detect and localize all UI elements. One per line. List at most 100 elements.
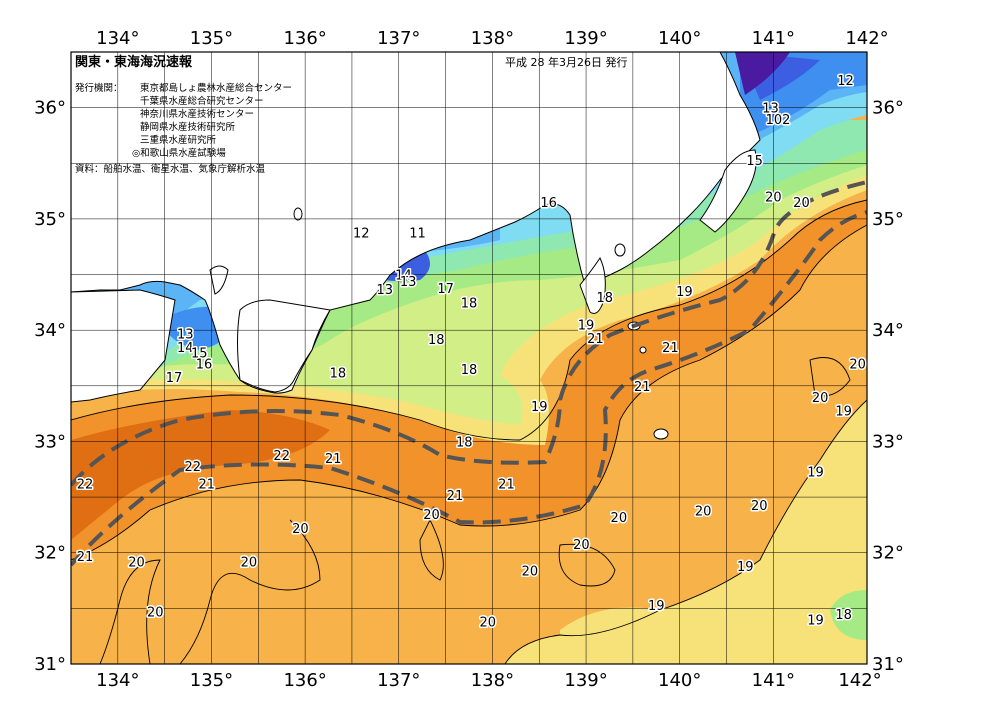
lon-label-top: 140° [658, 28, 701, 49]
lat-label-right: 36° [872, 98, 904, 119]
issuer-4: 静岡県水産技術研究所 [140, 121, 236, 133]
lat-label-right: 34° [872, 320, 904, 341]
contour-label: 21 [325, 452, 342, 467]
land-sado [614, 243, 626, 257]
lat-label-right: 31° [872, 654, 904, 675]
land-shikoku [71, 289, 176, 403]
sea-19c-se [560, 400, 867, 664]
lon-label-top: 142° [845, 28, 888, 49]
sea-22c [71, 410, 330, 540]
contour-label: 19 [737, 560, 754, 575]
issuer-label: 発行機関： [75, 82, 123, 94]
lat-label-left: 35° [34, 209, 66, 230]
contour-label: 21 [634, 380, 651, 395]
contour-label: 20 [128, 556, 145, 571]
map-title: 関東・東海海況速報 [75, 54, 193, 70]
issuer-5: 三重県水産研究所 [140, 134, 217, 146]
kuroshio-axis [71, 180, 867, 567]
contour-label: 20 [695, 504, 712, 519]
lat-label-left: 36° [34, 98, 66, 119]
contour-label: 20 [611, 511, 628, 526]
lat-label-right: 32° [872, 543, 904, 564]
data-source: 資料：船舶水温、衛星水温、気象庁解析水温 [75, 163, 266, 175]
issuer-2: 千葉県水産総合研究センター [140, 95, 264, 107]
land-boso [699, 149, 757, 233]
lon-labels-top: 134° 135° 136° 137° 138° 139° 140° 141° 142° [96, 28, 889, 49]
lat-label-left: 34° [34, 320, 66, 341]
sea-21c [71, 200, 867, 560]
lon-label-bottom: 137° [377, 670, 420, 691]
lon-label-bottom: 134° [96, 670, 139, 691]
land-miyake [639, 346, 647, 354]
contour-label: 15 [746, 154, 763, 169]
lat-label-left: 31° [34, 654, 66, 675]
contour-label: 22 [273, 449, 290, 464]
lon-label-top: 134° [96, 28, 139, 49]
contour-label: 21 [662, 341, 679, 356]
contour-label: 13 [177, 328, 194, 343]
contour-label: 13 [762, 102, 779, 117]
contour-label: 22 [77, 478, 94, 493]
lon-label-bottom: 140° [658, 670, 701, 691]
lon-label-bottom: 138° [471, 670, 514, 691]
lat-labels-right: 36° 35° 34° 33° 32° 31° [872, 98, 904, 675]
issuer-3: 神奈川県水産技術センター [140, 108, 254, 120]
contour-label: 19 [676, 285, 693, 300]
contour-label: 20 [573, 538, 590, 553]
contour-label: 20 [423, 508, 440, 523]
contour-label: 21 [199, 478, 216, 493]
lon-label-top: 138° [471, 28, 514, 49]
map-frame [70, 51, 868, 665]
graticule [71, 52, 867, 664]
lon-label-bottom: 141° [752, 670, 795, 691]
issuer-1: 東京都島しょ農林水産総合センター [140, 82, 292, 94]
contour-label: 17 [437, 282, 454, 297]
lon-label-top: 135° [190, 28, 233, 49]
contour-label: 18 [835, 608, 852, 623]
lon-label-bottom: 139° [564, 670, 607, 691]
contour-label: 14 [395, 269, 412, 284]
contour-label: 20 [147, 606, 164, 621]
sea-18c-se [830, 590, 867, 640]
land-izu [579, 256, 606, 314]
lon-label-top: 137° [377, 28, 420, 49]
issuer-6: ◎和歌山県水産試験場 [132, 147, 226, 159]
lat-labels-left: 36° 35° 34° 33° 32° 31° [34, 98, 66, 675]
lon-label-top: 136° [283, 28, 326, 49]
contour-label: 20 [765, 191, 782, 206]
contour-label: 12 [837, 74, 854, 89]
contour-label: 11 [409, 226, 426, 241]
contour-label: 14 [177, 341, 194, 356]
contour-label: 16 [540, 196, 557, 211]
contour-label: 21 [587, 332, 604, 347]
contour-label: 20 [751, 499, 768, 514]
lat-label-left: 33° [34, 431, 66, 452]
lon-label-bottom: 136° [283, 670, 326, 691]
contour-label: 18 [456, 435, 473, 450]
lon-label-top: 141° [752, 28, 795, 49]
contour-label: 20 [241, 556, 258, 571]
land-kii [237, 299, 331, 393]
contour-label: 18 [330, 366, 347, 381]
contour-label: 18 [461, 363, 478, 378]
contour-label: 18 [461, 296, 478, 311]
contour-label: 17 [166, 371, 183, 386]
contour-label: 19 [807, 465, 824, 480]
lon-label-top: 139° [564, 28, 607, 49]
contour-label: 102 [766, 113, 791, 128]
contour-label: 13 [400, 275, 417, 290]
contour-label: 21 [447, 489, 464, 504]
contour-label: 20 [793, 196, 810, 211]
lat-label-right: 35° [872, 209, 904, 230]
contour-label: 15 [191, 346, 208, 361]
contour-label: 19 [531, 400, 548, 415]
contour-label: 19 [648, 599, 665, 614]
lon-labels-bottom: 134° 135° 136° 137° 138° 139° 140° 141° 142° [96, 670, 882, 691]
contour-label: 19 [578, 319, 595, 334]
contour-label: 12 [353, 226, 370, 241]
contour-label: 20 [292, 522, 309, 537]
lat-label-right: 33° [872, 431, 904, 452]
lon-label-bottom: 135° [190, 670, 233, 691]
